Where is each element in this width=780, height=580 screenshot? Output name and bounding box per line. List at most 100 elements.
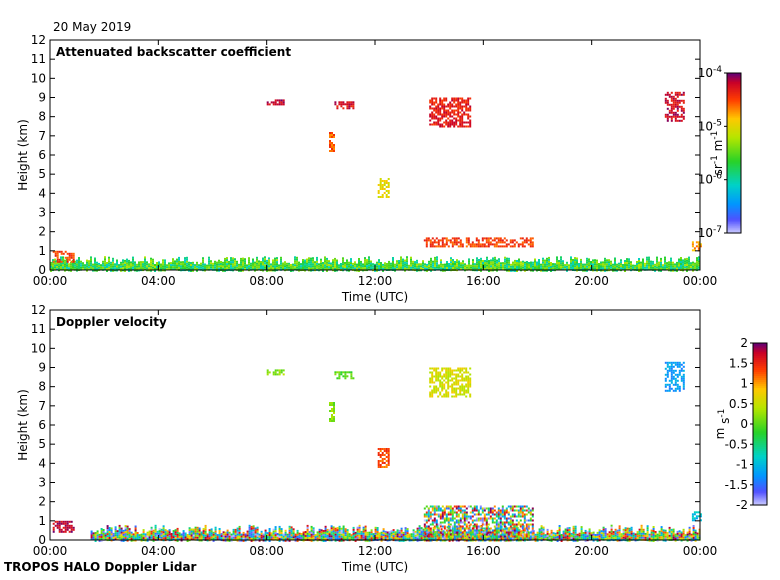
y-tick-label: 11 [31,52,46,66]
colorbar-cell [753,460,767,464]
colorbar-cell [753,450,767,453]
colorbar-cell [753,377,767,381]
y-tick-label: 0 [38,533,46,547]
colorbar-cell [727,205,741,208]
feature-upper-cloud-3 [429,97,472,128]
colorbar-cell [753,496,767,500]
colorbar-cell [753,385,767,389]
y-tick-label: 2 [38,225,46,239]
colorbar-cell [753,367,767,370]
colorbar-cell [753,424,767,427]
y-tick-label: 10 [31,341,46,355]
y-tick-label: 3 [38,206,46,220]
y-tick-label: 3 [38,476,46,490]
x-tick-label: 00:00 [683,274,718,288]
colorbar-cell [727,219,741,222]
colorbar-cell [727,169,741,172]
colorbar-cell [753,486,767,490]
x-tick-label: 00:00 [33,544,68,558]
colorbar-cell [727,143,741,146]
colorbar-cell [727,105,741,108]
y-axis-label: Height (km) [16,389,30,460]
y-tick-label: 12 [31,33,46,47]
y-tick-label: 4 [38,186,46,200]
colorbar-cell [753,347,767,350]
feature-late-cloud [691,241,702,252]
colorbar-cell [727,203,741,206]
feature-upper-cloud-4 [664,361,685,392]
y-tick-label: 6 [38,148,46,162]
colorbar-cell [753,351,767,354]
colorbar-cell [753,411,767,415]
plot-title: Doppler velocity [56,315,167,329]
plot-frame [49,309,701,541]
colorbar-cell [727,209,741,212]
colorbar-cell [727,229,741,232]
colorbar-cell [753,421,767,425]
colorbar-cell [727,221,741,224]
colorbar-cell [753,365,767,368]
colorbar-cell [727,163,741,166]
feature-midlevel-cloud [377,178,390,198]
colorbar-cell [727,99,741,102]
colorbar-cell [753,387,767,391]
colorbar-cell [727,179,741,182]
y-tick-label: 12 [31,303,46,317]
colorbar-cell [727,159,741,162]
x-tick-label: 20:00 [574,544,609,558]
colorbar-cell [753,456,767,460]
colorbar-cell [753,345,767,348]
colorbar-cell [753,498,767,502]
y-tick-label: 8 [38,380,46,394]
colorbar-cell [753,488,767,492]
colorbar-tick-label: -1.5 [725,478,748,492]
colorbar-cell [753,399,767,403]
colorbar-cell [753,353,767,356]
colorbar-cell [727,189,741,192]
colorbar-cell [753,361,767,364]
y-tick-label: 2 [38,495,46,509]
colorbar-cell [753,440,767,443]
feature-midlevel-cloud [377,448,390,468]
colorbar-cell [753,434,767,437]
colorbar-tick-label: -2 [736,498,748,512]
x-tick-label: 16:00 [466,274,501,288]
colorbar-cell [727,75,741,78]
y-tick-label: 5 [38,167,46,181]
instrument-label: TROPOS HALO Doppler Lidar [4,560,197,574]
colorbar-cell [753,492,767,496]
colorbar-cell [753,413,767,417]
feature-upper-cloud-3 [429,367,472,398]
colorbar-cell [727,91,741,94]
colorbar-cell [753,446,767,449]
feature-fall-streak [329,402,335,422]
colorbar-cell [727,213,741,216]
colorbar-cell [727,107,741,110]
x-tick-label: 08:00 [249,274,284,288]
y-tick-label: 10 [31,71,46,85]
colorbar-tick-label: 0.5 [729,397,748,411]
colorbar-cell [727,175,741,178]
colorbar-frame [726,72,742,234]
colorbar-cell [727,161,741,164]
colorbar-cell [753,458,767,462]
colorbar-cell [727,181,741,184]
colorbar-cell [727,145,741,148]
x-tick-label: 16:00 [466,544,501,558]
colorbar-cell [727,141,741,144]
colorbar-cell [753,409,767,413]
colorbar-cell [753,438,767,441]
colorbar-cell [753,395,767,399]
colorbar-tick-label: -1 [736,458,748,472]
y-tick-label: 0 [38,263,46,277]
y-tick-label: 11 [31,322,46,336]
colorbar-tick-label: 10-4 [698,65,723,80]
colorbar-cell [727,127,741,130]
colorbar-cell [753,462,767,466]
colorbar-cell [727,103,741,106]
colorbar-cell [753,397,767,401]
colorbar-cell [727,183,741,186]
colorbar-cell [753,430,767,433]
colorbar-cell [727,95,741,98]
